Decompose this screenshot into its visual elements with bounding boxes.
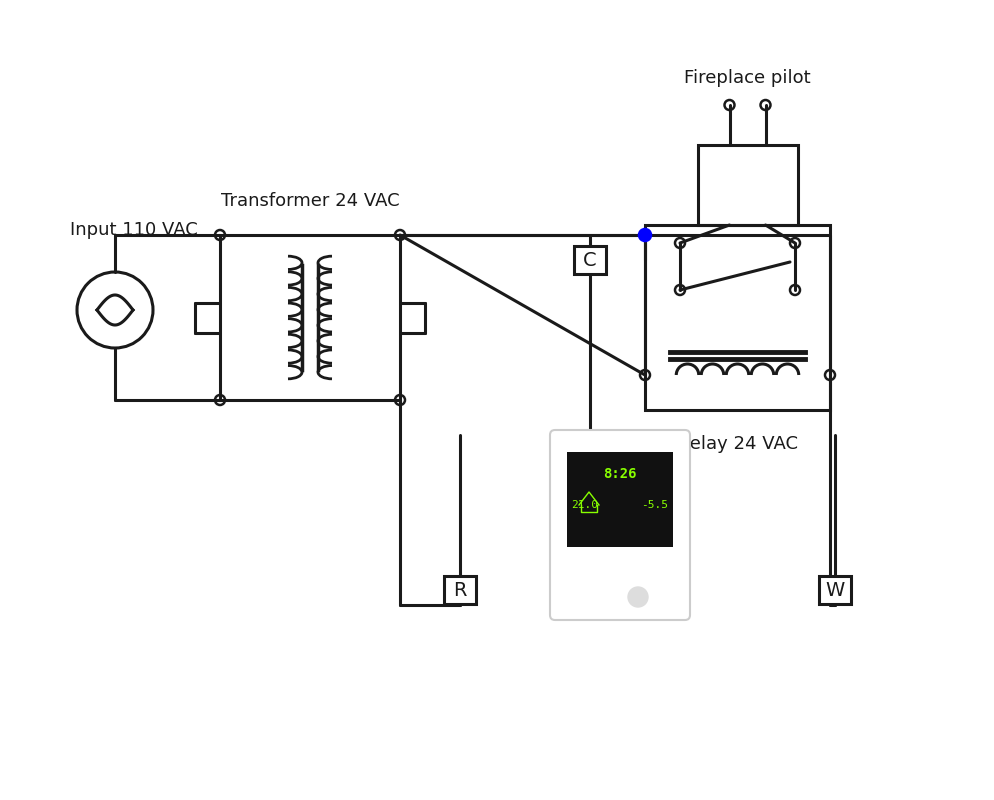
Text: Fireplace pilot: Fireplace pilot xyxy=(684,69,811,87)
Text: Relay 24 VAC: Relay 24 VAC xyxy=(678,435,797,453)
Text: Input 110 VAC: Input 110 VAC xyxy=(70,221,198,239)
Text: Transformer 24 VAC: Transformer 24 VAC xyxy=(221,192,400,210)
Circle shape xyxy=(639,229,651,241)
Bar xyxy=(574,246,606,274)
FancyBboxPatch shape xyxy=(550,430,690,620)
Text: W: W xyxy=(825,581,845,599)
Circle shape xyxy=(628,587,648,607)
Text: R: R xyxy=(453,581,467,599)
Bar xyxy=(819,576,851,604)
Bar xyxy=(444,576,476,604)
Bar xyxy=(698,145,797,225)
Text: 21.0: 21.0 xyxy=(572,499,598,510)
Bar xyxy=(567,452,673,547)
Bar xyxy=(645,225,830,410)
Text: C: C xyxy=(583,250,596,270)
Text: 8:26: 8:26 xyxy=(603,467,637,481)
Text: -5.5: -5.5 xyxy=(641,499,669,510)
Bar xyxy=(220,235,400,400)
